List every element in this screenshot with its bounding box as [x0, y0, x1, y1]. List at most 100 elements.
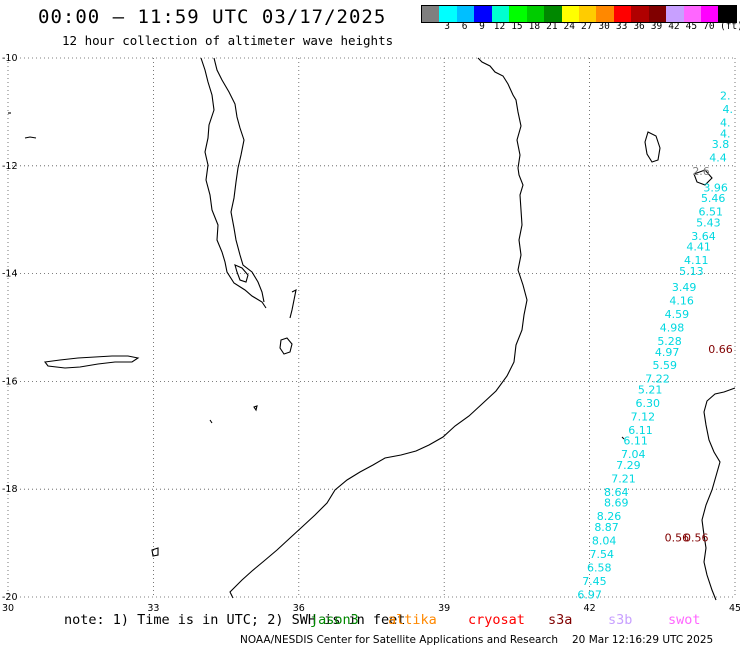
satellite-label-cryosat: cryosat — [468, 612, 525, 628]
wave-height-label: 3.96 — [703, 181, 728, 194]
lake-misc-1 — [289, 289, 297, 319]
latitude-label: -12 — [2, 161, 18, 172]
lake-malawi-east-shore — [213, 57, 265, 303]
color-legend — [421, 5, 737, 23]
madagascar-coast-north — [693, 169, 713, 186]
legend-label: 45 — [685, 21, 698, 32]
legend-label: 3 — [444, 21, 451, 32]
wave-height-label: 5.21 — [638, 383, 663, 396]
wave-height-label: 4.41 — [686, 241, 711, 254]
lake-malawi-west-shore — [200, 57, 267, 309]
legend-label: 39 — [650, 21, 663, 32]
legend-swatch — [561, 6, 579, 22]
wave-height-label: 6.97 — [577, 588, 602, 601]
islet-2 — [151, 547, 159, 557]
wave-height-label: 4. — [720, 127, 731, 140]
lake-kariba — [43, 355, 140, 369]
legend-unit: (ft) — [720, 21, 740, 32]
satellite-label-altika: altika — [388, 612, 437, 628]
wave-height-label: 0.56 — [665, 532, 690, 545]
legend-label: 27 — [580, 21, 593, 32]
wave-height-label: 0.66 — [708, 343, 733, 356]
legend-swatch — [456, 6, 475, 22]
wave-height-label: 6.11 — [623, 435, 648, 448]
wave-height-label: 7.22 — [645, 373, 670, 386]
wave-height-label: 4. — [720, 117, 731, 130]
wave-height-label: 2.6 — [692, 165, 710, 178]
legend-label: 15 — [511, 21, 523, 32]
longitude-label: 30 — [2, 603, 14, 614]
latitude-label: -10 — [2, 53, 18, 64]
notes-text: note: 1) Time is in UTC; 2) SWH is in fe… — [64, 612, 406, 628]
wave-height-label: 8.87 — [594, 521, 619, 534]
wave-height-label: 4.97 — [655, 346, 680, 359]
legend-swatch — [718, 6, 736, 22]
legend-label: 30 — [598, 21, 610, 32]
legend-swatch — [422, 6, 440, 22]
legend-swatch — [596, 6, 614, 22]
axis-labels: 30 33 36 39 42 45 -10 -12 -14 -16 -18 -20 — [2, 53, 740, 614]
wave-height-points: 2.4.4.4.3.84.43.965.466.515.433.644.414.… — [577, 90, 733, 602]
wave-height-label: 4.4 — [709, 152, 727, 165]
wave-height-label: 3.8 — [712, 138, 730, 151]
longitude-label: 33 — [147, 603, 159, 614]
wave-height-label: 7.29 — [616, 459, 641, 472]
wave-height-label: 7.54 — [589, 548, 614, 561]
legend-swatch — [648, 6, 667, 22]
wave-height-label: 8.64 — [604, 486, 629, 499]
legend-label: 70 — [703, 21, 715, 32]
islet-1 — [253, 405, 258, 412]
legend-swatch — [509, 6, 527, 22]
legend-label: 42 — [668, 21, 680, 32]
legend-label: 33 — [615, 21, 628, 32]
wave-height-label: 8.26 — [597, 510, 622, 523]
legend-swatch — [578, 6, 597, 22]
legend-swatch — [526, 6, 545, 22]
satellite-label-s3b: s3b — [608, 612, 633, 628]
longitude-label: 45 — [729, 603, 740, 614]
wave-height-label: 4.16 — [669, 295, 694, 308]
satellite-label-jason3: jason3 — [310, 612, 359, 628]
wave-height-label: 7.45 — [582, 575, 607, 588]
legend-swatch — [544, 6, 562, 22]
legend-swatch — [613, 6, 632, 22]
wave-height-label: 7.21 — [611, 472, 636, 485]
legend-label: 6 — [461, 21, 468, 32]
madagascar-coast — [701, 387, 736, 601]
lake-chilwa — [279, 337, 293, 355]
wave-height-label: 3.49 — [672, 281, 697, 294]
latitude-label: -16 — [2, 376, 18, 387]
legend-swatch — [666, 6, 684, 22]
legend-label: 12 — [493, 21, 506, 32]
comoros-island — [644, 131, 661, 163]
longitude-label: 42 — [584, 603, 596, 614]
legend-label: 18 — [528, 21, 541, 32]
satellite-label-swot: swot — [668, 612, 701, 628]
credit-line: NOAA/NESDIS Center for Satellite Applica… — [240, 634, 713, 646]
islet-3 — [24, 136, 37, 139]
wave-height-label: 4.98 — [660, 322, 685, 335]
wave-height-label: 2. — [720, 90, 731, 103]
islet-6 — [621, 436, 625, 440]
wave-height-label: 4. — [722, 103, 733, 116]
wave-height-label: 7.04 — [621, 448, 646, 461]
legend-label: 21 — [546, 21, 558, 32]
wave-height-label: 8.04 — [592, 534, 617, 547]
legend-swatch — [439, 6, 457, 22]
islet-5 — [209, 419, 213, 424]
wave-height-label: 6.11 — [628, 424, 653, 437]
wave-height-label: 3.64 — [691, 230, 716, 243]
legend-swatch — [683, 6, 701, 22]
legend-label: 24 — [563, 21, 575, 32]
latitude-label: -14 — [2, 269, 18, 280]
longitude-label: 36 — [293, 603, 305, 614]
wave-height-label: 4.11 — [684, 254, 709, 267]
wave-height-label: 4.59 — [665, 308, 690, 321]
credit-org: NOAA/NESDIS Center for Satellite Applica… — [240, 634, 558, 646]
mozambique-coastline — [229, 57, 528, 599]
wave-height-label: 5.28 — [657, 335, 682, 348]
wave-height-label: 7.12 — [631, 410, 656, 423]
lake-malawi-south — [234, 264, 249, 283]
legend-swatch — [474, 6, 492, 22]
